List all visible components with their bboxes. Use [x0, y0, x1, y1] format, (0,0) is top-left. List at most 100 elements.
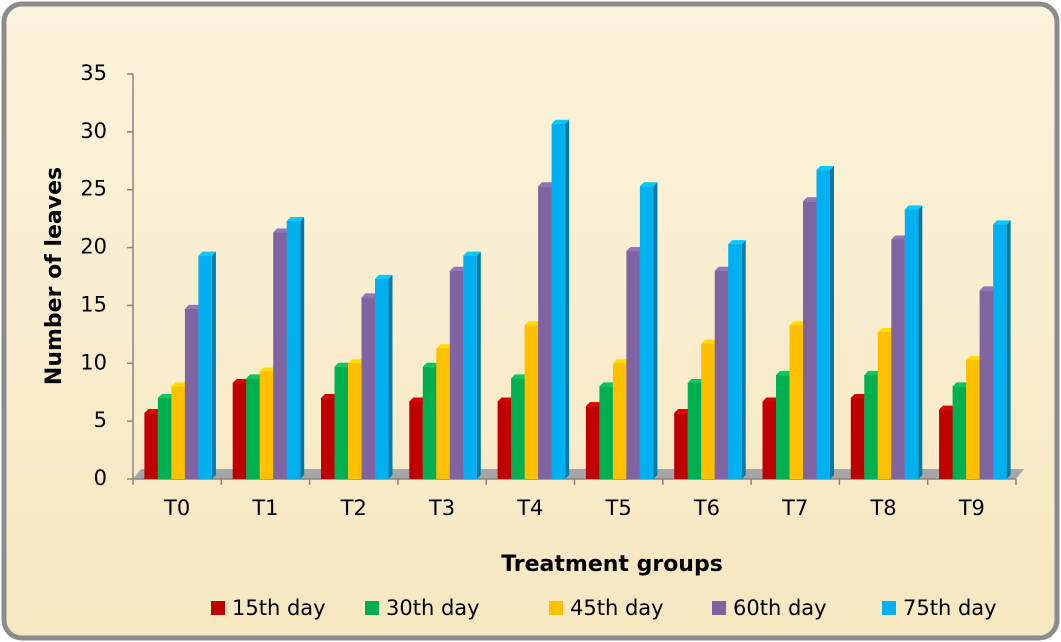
bar-top	[184, 304, 203, 309]
bar	[463, 251, 481, 479]
x-tick-label: T7	[781, 496, 808, 520]
bar-front	[714, 270, 729, 479]
bar-top	[524, 321, 543, 326]
bar-side	[300, 216, 305, 479]
legend-swatch	[882, 601, 896, 615]
bar-front	[850, 398, 865, 479]
bar-top	[728, 240, 746, 245]
bar-front	[789, 325, 803, 479]
legend-swatch	[549, 601, 563, 615]
bar-top	[701, 339, 719, 344]
bar-top	[348, 359, 366, 364]
y-tick-label: 5	[94, 408, 107, 432]
bar-top	[850, 394, 869, 398]
bar-side	[476, 251, 481, 479]
bar-top	[144, 409, 162, 414]
bar-front	[979, 290, 994, 479]
bar-side	[211, 251, 216, 479]
bar-front	[877, 332, 892, 479]
bar-top	[259, 367, 278, 372]
bar-front	[891, 239, 905, 479]
bar-top	[171, 382, 189, 387]
bar-front	[171, 386, 185, 479]
bar-top	[497, 397, 516, 402]
x-tick-label: T8	[869, 496, 896, 520]
bar	[993, 220, 1011, 479]
legend-label: 75th day	[903, 596, 997, 620]
x-tick-label: T4	[516, 496, 543, 520]
bar-front	[144, 413, 158, 479]
y-tick-label: 0	[94, 466, 107, 490]
bar-front	[449, 270, 464, 479]
bar-front	[436, 348, 450, 479]
bar-top	[979, 286, 998, 291]
bar-front	[612, 363, 627, 479]
bar-top	[816, 166, 834, 171]
legend-swatch	[712, 601, 726, 615]
bar-front	[198, 255, 212, 479]
bar-top	[803, 197, 821, 202]
bar-top	[198, 251, 216, 256]
bar-front	[687, 382, 702, 479]
bar-top	[714, 266, 733, 271]
bar	[728, 240, 746, 479]
x-tick-label: T3	[428, 496, 455, 520]
bar-front	[422, 366, 437, 479]
bar-top	[993, 220, 1011, 225]
bar-top	[361, 293, 379, 298]
legend-label: 15th day	[232, 596, 326, 620]
x-tick-label: T2	[340, 496, 367, 520]
bar-top	[952, 382, 971, 387]
bar-side	[388, 274, 393, 479]
bar-top	[939, 405, 957, 410]
bar-front	[803, 201, 817, 480]
bar-front	[246, 378, 260, 479]
bar-front	[497, 401, 512, 479]
bar-front	[674, 413, 688, 479]
y-tick-label: 15	[80, 292, 107, 316]
bar-top	[246, 374, 264, 379]
bar-front	[184, 308, 199, 479]
bar	[904, 205, 923, 479]
bar-front	[939, 409, 953, 479]
y-tick-label: 35	[80, 61, 107, 85]
bar	[375, 274, 393, 479]
bar-front	[952, 386, 967, 479]
bar-front	[286, 220, 301, 479]
bar-front	[701, 343, 715, 479]
bar-top	[409, 397, 427, 402]
bar-front	[157, 398, 172, 479]
bar-front	[511, 378, 525, 479]
bar-top	[877, 328, 896, 333]
bar-front	[966, 359, 980, 479]
bar-top	[599, 382, 617, 387]
bar-front	[463, 255, 477, 479]
bar-top	[864, 370, 882, 375]
bar-front	[728, 244, 742, 479]
bar-top	[286, 216, 305, 221]
bar	[551, 119, 570, 479]
bar-front	[524, 325, 539, 479]
bar-front	[259, 371, 274, 479]
bar-side	[830, 166, 834, 480]
bar-front	[762, 401, 776, 479]
bar-top	[273, 228, 291, 233]
legend-label: 45th day	[570, 596, 664, 620]
bar-top	[463, 251, 481, 256]
bar-front	[232, 382, 247, 479]
bar-front	[993, 224, 1007, 479]
bar-top	[585, 402, 604, 407]
bar-top	[157, 394, 176, 398]
legend-swatch	[211, 601, 225, 615]
bar-front	[334, 366, 348, 479]
bar	[198, 251, 216, 479]
bar-top	[334, 362, 352, 367]
bar-top	[436, 344, 454, 349]
bar-front	[776, 374, 790, 479]
bar	[816, 166, 834, 480]
bar-front	[864, 374, 878, 479]
bar-top	[674, 409, 692, 414]
y-tick-label: 20	[80, 235, 107, 259]
bar-top	[687, 378, 706, 383]
bar-top	[232, 378, 251, 383]
